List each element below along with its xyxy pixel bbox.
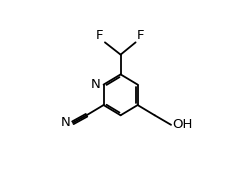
Text: OH: OH bbox=[172, 118, 193, 131]
Text: F: F bbox=[137, 29, 144, 42]
Text: N: N bbox=[61, 116, 71, 129]
Text: N: N bbox=[90, 78, 100, 91]
Text: F: F bbox=[96, 29, 104, 42]
